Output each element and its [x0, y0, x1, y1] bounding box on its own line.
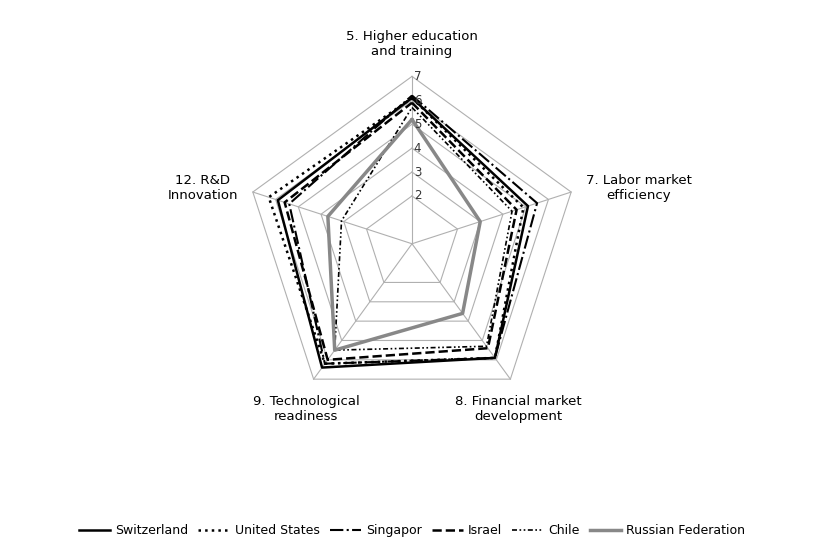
- Legend: Switzerland, United States, Singapor, Israel, Chile, Russian Federation: Switzerland, United States, Singapor, Is…: [74, 519, 750, 542]
- Text: 6: 6: [414, 94, 421, 107]
- Text: 7: 7: [414, 70, 421, 83]
- Text: 8. Financial market
development: 8. Financial market development: [455, 394, 582, 423]
- Text: 3: 3: [414, 166, 421, 178]
- Text: 5: 5: [414, 117, 421, 131]
- Text: 5. Higher education
and training: 5. Higher education and training: [346, 30, 478, 59]
- Text: 4: 4: [414, 142, 421, 155]
- Text: 12. R&D
Innovation: 12. R&D Innovation: [167, 174, 238, 202]
- Text: 7. Labor market
efficiency: 7. Labor market efficiency: [586, 174, 692, 202]
- Text: 2: 2: [414, 189, 421, 202]
- Text: 9. Technological
readiness: 9. Technological readiness: [252, 394, 359, 423]
